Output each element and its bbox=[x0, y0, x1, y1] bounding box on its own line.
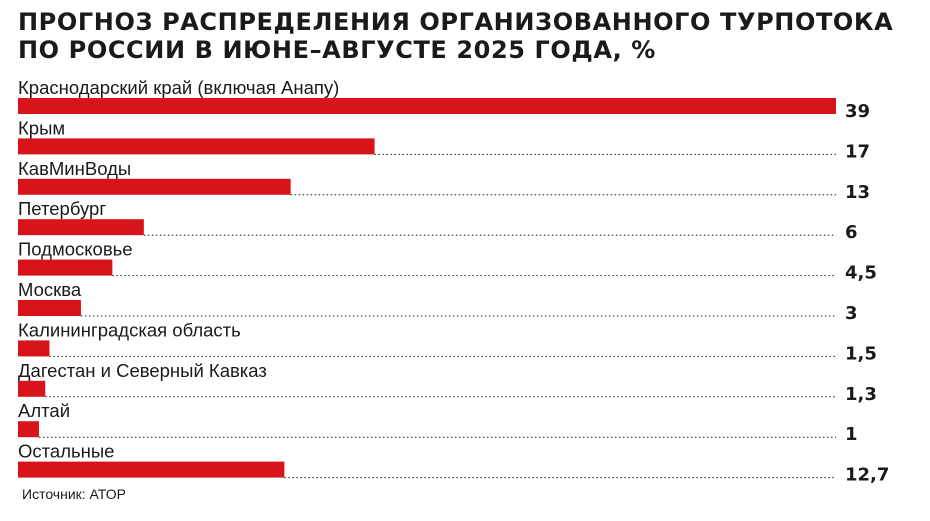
bar bbox=[18, 178, 291, 195]
bar-row: Калининградская область 1,5 bbox=[18, 319, 877, 364]
category-label: Алтай bbox=[18, 400, 70, 421]
bar bbox=[18, 421, 39, 438]
bar-row: Крым 17 bbox=[18, 117, 870, 162]
bar-row: Петербург 6 bbox=[18, 198, 858, 243]
bar bbox=[18, 219, 144, 236]
bar bbox=[18, 138, 375, 155]
category-label: Краснодарский край (включая Анапу) bbox=[18, 77, 339, 98]
bar-row: Краснодарский край (включая Анапу) 39 bbox=[18, 77, 870, 122]
bar bbox=[18, 380, 46, 397]
bar bbox=[18, 461, 285, 478]
bar bbox=[18, 340, 50, 357]
category-label: Москва bbox=[18, 279, 82, 300]
value-label: 1,3 bbox=[845, 384, 877, 405]
category-label: Калининградская область bbox=[18, 319, 241, 340]
category-label: Крым bbox=[18, 117, 65, 138]
value-label: 13 bbox=[845, 182, 870, 203]
value-label: 3 bbox=[845, 303, 858, 324]
value-label: 1 bbox=[845, 424, 858, 445]
category-label: Подмосковье bbox=[18, 239, 133, 260]
bar bbox=[18, 98, 836, 114]
value-label: 17 bbox=[845, 141, 870, 162]
category-label: Остальные bbox=[18, 441, 114, 462]
value-label: 6 bbox=[845, 222, 858, 243]
bar bbox=[18, 259, 113, 276]
bar-row: КавМинВоды 13 bbox=[18, 158, 870, 203]
value-label: 39 bbox=[845, 101, 870, 122]
category-label: Дагестан и Северный Кавказ bbox=[18, 360, 267, 381]
bar bbox=[18, 300, 81, 316]
category-label: КавМинВоды bbox=[18, 158, 131, 179]
category-label: Петербург bbox=[18, 198, 106, 219]
chart-title: ПРОГНОЗ РАСПРЕДЕЛЕНИЯ ОРГАНИЗОВАННОГО ТУ… bbox=[18, 8, 894, 64]
value-label: 12,7 bbox=[845, 465, 889, 486]
bar-row: Подмосковье 4,5 bbox=[18, 239, 877, 284]
bar-row: Алтай 1 bbox=[18, 400, 858, 445]
bar-row: Москва 3 bbox=[18, 279, 858, 324]
value-label: 4,5 bbox=[845, 263, 877, 284]
bar-row: Остальные 12,7 bbox=[18, 441, 889, 486]
value-label: 1,5 bbox=[845, 343, 877, 364]
source-note: Источник: АТОР bbox=[22, 486, 126, 502]
bar-row: Дагестан и Северный Кавказ 1,3 bbox=[18, 360, 877, 405]
